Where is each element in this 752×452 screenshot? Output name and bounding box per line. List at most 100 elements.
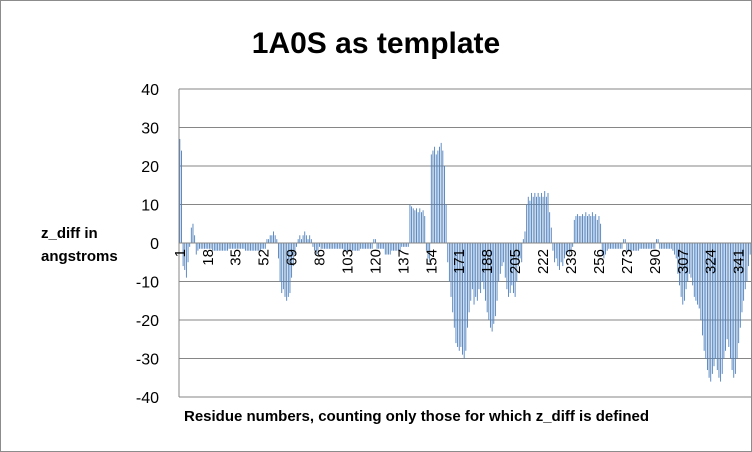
bar (748, 243, 749, 267)
bar (657, 239, 659, 243)
bar (273, 231, 274, 243)
bar (572, 243, 574, 247)
bar (284, 243, 286, 297)
bar (212, 243, 214, 251)
bar (504, 243, 506, 278)
bar (373, 239, 375, 243)
bar (583, 216, 585, 243)
bar (327, 243, 329, 249)
bar (302, 235, 304, 243)
bar (343, 243, 345, 251)
bar (524, 231, 526, 243)
bar (396, 243, 398, 251)
bar (416, 208, 417, 243)
bar (218, 243, 220, 251)
bar (577, 214, 579, 243)
bar (231, 243, 233, 249)
bar (608, 243, 610, 249)
bar (386, 243, 388, 255)
bar (716, 243, 718, 371)
bar (739, 243, 741, 328)
bar (330, 243, 332, 249)
bar (365, 243, 367, 249)
bar (697, 243, 699, 305)
bar (606, 243, 608, 251)
bar (476, 243, 478, 301)
bar (320, 243, 322, 249)
bar (646, 243, 648, 249)
x-tick-label: 154 (423, 249, 440, 274)
bar (703, 243, 705, 351)
bar (570, 243, 572, 251)
bar (353, 243, 355, 251)
bar (730, 243, 731, 359)
bar (397, 243, 399, 251)
x-tick-label: 86 (312, 249, 329, 266)
x-tick-label: 137 (395, 249, 412, 274)
bar (274, 235, 276, 243)
bar (376, 243, 378, 249)
bar (282, 243, 284, 290)
bar (245, 243, 247, 251)
bar (181, 150, 182, 243)
bar (460, 243, 462, 347)
bar (360, 243, 362, 249)
bar (733, 243, 735, 378)
bar (391, 243, 393, 251)
bar (480, 243, 482, 294)
bar (700, 243, 702, 320)
bar (253, 243, 255, 251)
bar (220, 243, 222, 251)
bar (549, 212, 551, 243)
bar (674, 243, 676, 255)
bar (542, 196, 544, 243)
bar (605, 243, 606, 255)
bar (481, 243, 483, 282)
bar (715, 243, 717, 359)
bar (628, 243, 629, 251)
bar (667, 243, 669, 249)
bar (325, 243, 327, 249)
bar (314, 243, 316, 251)
bar (478, 243, 480, 290)
bar (718, 243, 720, 378)
bar (560, 243, 562, 263)
bar (660, 243, 662, 249)
bar (399, 243, 401, 251)
bar (509, 243, 511, 294)
bar (394, 243, 396, 251)
bar (613, 243, 615, 249)
x-tick-label: 69 (284, 249, 301, 266)
bar (692, 243, 694, 286)
bar (374, 239, 376, 243)
y-tick-label: -10 (136, 275, 159, 292)
bar (414, 210, 416, 243)
bar (610, 243, 611, 249)
bar (250, 243, 251, 251)
bar (705, 243, 707, 359)
bar (634, 243, 636, 251)
bar (205, 243, 207, 249)
bar (355, 243, 357, 251)
bar (437, 150, 439, 243)
bar (312, 243, 314, 247)
y-tick-label: -40 (136, 390, 159, 407)
bar (721, 243, 723, 374)
bar (370, 243, 371, 249)
bar (246, 243, 248, 251)
bar (425, 243, 427, 251)
bar (731, 243, 733, 371)
bar (256, 243, 258, 251)
bar (292, 243, 294, 267)
bar-series (179, 139, 751, 382)
x-tick-label: 239 (563, 249, 580, 274)
bar (514, 243, 516, 297)
bar (289, 243, 291, 294)
bar (540, 192, 542, 243)
x-tick-label: 103 (339, 249, 356, 274)
chart-title: 1A0S as template (252, 27, 500, 60)
bar (225, 243, 227, 251)
bar (598, 216, 600, 243)
bar (200, 243, 202, 249)
